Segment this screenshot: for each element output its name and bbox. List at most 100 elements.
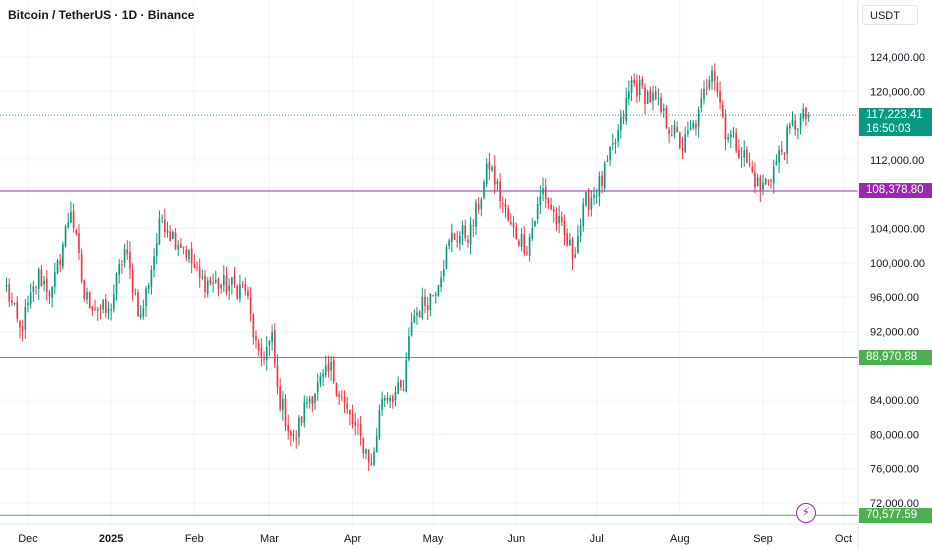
candle-body <box>88 292 91 309</box>
candle-body <box>571 238 574 260</box>
candle-body <box>391 396 394 403</box>
candlesticks <box>5 63 810 472</box>
candle-body <box>279 386 281 410</box>
candle-body <box>708 80 711 89</box>
candle-body <box>322 373 324 377</box>
candle-body <box>182 246 185 248</box>
candle-body <box>222 275 225 286</box>
candle-body <box>609 146 611 161</box>
candle-body <box>150 269 153 287</box>
candle-body <box>687 130 689 134</box>
candle-body <box>786 126 788 154</box>
candle-body <box>214 280 217 283</box>
candle-body <box>381 399 383 410</box>
candle-body <box>298 417 300 437</box>
candle-body <box>721 104 724 117</box>
lightning-bolt-icon[interactable]: ⚡︎ <box>796 503 816 523</box>
candle-body <box>705 88 708 90</box>
candle-body <box>638 80 641 96</box>
candle-body <box>161 217 163 219</box>
candle-body <box>558 216 560 224</box>
candle-body <box>472 225 475 227</box>
candle-body <box>11 300 13 303</box>
candle-body <box>437 285 440 297</box>
candle-body <box>303 401 306 423</box>
x-tick-label: Sep <box>753 533 773 545</box>
candle-body <box>43 280 45 285</box>
candle-body <box>370 463 373 465</box>
candle-body <box>341 397 343 399</box>
candle-body <box>228 285 231 291</box>
candle-body <box>654 90 657 100</box>
candle-body <box>96 309 99 311</box>
candle-body <box>601 175 603 186</box>
candle-body <box>499 181 501 202</box>
x-tick-label: Feb <box>185 533 204 545</box>
candle-body <box>180 244 182 249</box>
candle-body <box>51 286 53 298</box>
candle-body <box>461 225 464 235</box>
currency-button[interactable]: USDT <box>862 5 918 25</box>
candle-body <box>13 303 16 305</box>
candle-body <box>241 283 244 285</box>
candle-body <box>314 394 316 403</box>
candle-body <box>134 293 137 295</box>
candle-body <box>400 380 402 388</box>
candle-body <box>64 226 67 247</box>
candle-body <box>670 134 673 137</box>
candle-body <box>193 263 196 268</box>
candle-body <box>729 134 732 138</box>
candle-body <box>652 92 654 101</box>
candle-body <box>349 409 351 415</box>
candle-body <box>99 308 102 310</box>
x-tick-label: 2025 <box>99 533 123 545</box>
candle-body <box>778 150 780 163</box>
candle-body <box>104 299 107 314</box>
candle-body <box>19 321 21 328</box>
candle-body <box>536 204 539 220</box>
candle-body <box>483 181 485 198</box>
candle-body <box>805 107 807 119</box>
candle-body <box>560 216 563 222</box>
candle-body <box>459 235 461 244</box>
candle-body <box>467 239 469 243</box>
candle-body <box>257 342 260 351</box>
y-tick-label: 96,000.00 <box>870 292 919 304</box>
candle-body <box>746 149 748 163</box>
candle-body <box>163 219 166 233</box>
candle-body <box>102 299 104 310</box>
candle-body <box>142 307 145 317</box>
candle-body <box>732 131 735 134</box>
candle-body <box>566 233 569 246</box>
candle-body <box>24 306 27 330</box>
candle-body <box>493 165 496 185</box>
candle-body <box>8 284 11 302</box>
candle-body <box>681 147 684 152</box>
candle-body <box>188 250 190 260</box>
candle-body <box>649 90 652 103</box>
candle-body <box>587 190 590 210</box>
candle-body <box>306 402 308 404</box>
candle-body <box>622 116 625 120</box>
candle-body <box>418 311 421 318</box>
candle-body <box>247 291 249 297</box>
candle-body <box>711 70 713 82</box>
candle-body <box>657 98 660 100</box>
candle-body <box>751 166 754 172</box>
candle-body <box>547 198 550 204</box>
candle-body <box>783 152 786 155</box>
candle-body <box>523 234 526 254</box>
candle-body <box>115 273 118 295</box>
candle-body <box>21 326 24 331</box>
candle-body <box>196 266 198 268</box>
candle-body <box>217 278 220 289</box>
candle-body <box>131 269 134 293</box>
candle-body <box>451 232 453 243</box>
candle-body <box>416 312 418 316</box>
candle-body <box>174 232 177 250</box>
candle-body <box>695 123 697 129</box>
purple-line-price-tag: 108,378.80 <box>859 183 932 198</box>
candle-body <box>464 225 467 239</box>
candle-body <box>169 231 172 242</box>
